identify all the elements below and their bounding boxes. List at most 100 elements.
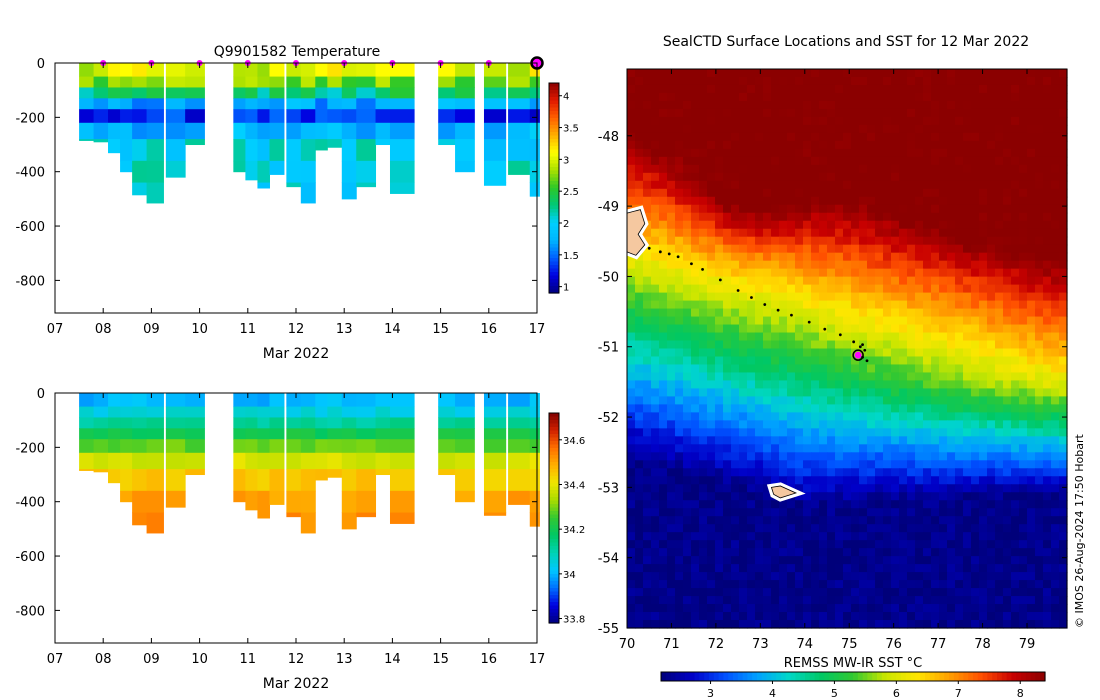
sst-cell <box>795 548 804 557</box>
sst-cell <box>787 276 796 286</box>
colorbar-swatch <box>757 672 763 681</box>
sst-cell <box>627 164 636 174</box>
sst-cell <box>955 92 964 102</box>
sst-cell <box>755 588 764 597</box>
sst-cell <box>707 220 716 230</box>
sst-cell <box>675 316 684 326</box>
sst-cell <box>955 164 964 174</box>
x-tick-label: 13 <box>336 322 353 337</box>
sal-cell <box>315 406 328 418</box>
sst-cell <box>747 412 756 421</box>
sst-cell <box>771 228 780 238</box>
sst-cell <box>947 172 956 182</box>
sst-cell <box>875 69 884 78</box>
sst-cell <box>659 484 668 493</box>
colorbar-tick-label: 3 <box>707 687 714 700</box>
sst-cell <box>995 84 1004 94</box>
sst-cell <box>923 308 932 318</box>
sst-cell <box>1035 452 1044 461</box>
sst-cell <box>955 620 964 629</box>
sst-cell <box>1027 420 1036 429</box>
sst-cell <box>939 268 948 278</box>
sst-cell <box>731 452 740 461</box>
sst-cell <box>1003 276 1012 286</box>
sst-cell <box>979 268 988 278</box>
sst-cell <box>811 396 820 405</box>
sst-cell <box>875 556 884 565</box>
sst-cell <box>667 468 676 477</box>
sst-cell <box>659 292 668 302</box>
sst-cell <box>1003 460 1012 469</box>
sst-cell <box>675 100 684 110</box>
sst-cell <box>643 76 652 86</box>
sst-cell <box>1051 108 1060 118</box>
sst-cell <box>987 124 996 134</box>
sst-cell <box>867 404 876 413</box>
sal-cell <box>315 428 328 440</box>
sst-cell <box>907 148 916 158</box>
sst-cell <box>1059 204 1068 214</box>
sst-cell <box>771 84 780 94</box>
sst-cell <box>771 612 780 621</box>
sst-cell <box>1051 412 1060 421</box>
sst-cell <box>843 556 852 565</box>
sst-cell <box>643 292 652 302</box>
sst-cell <box>859 516 868 525</box>
sst-cell <box>995 340 1004 350</box>
sst-cell <box>1027 292 1036 302</box>
sst-cell <box>891 188 900 198</box>
sst-cell <box>779 540 788 549</box>
sst-cell <box>827 292 836 302</box>
sal-cell <box>389 393 415 408</box>
colorbar-swatch <box>549 160 559 165</box>
sst-cell <box>931 452 940 461</box>
sst-cell <box>899 404 908 413</box>
sst-cell <box>699 116 708 126</box>
sst-cell <box>1011 508 1020 517</box>
sst-cell <box>1035 204 1044 214</box>
sst-cell <box>947 76 956 86</box>
sst-cell <box>971 588 980 597</box>
temp-cell <box>341 98 357 110</box>
sst-cell <box>987 476 996 485</box>
sst-cell <box>979 412 988 421</box>
sst-cell <box>755 572 764 581</box>
temp-cell <box>286 109 302 124</box>
sst-cell <box>971 564 980 573</box>
sst-cell <box>891 572 900 581</box>
sst-cell <box>731 308 740 318</box>
sst-cell <box>763 612 772 621</box>
temp-cell <box>146 122 164 140</box>
colorbar-swatch <box>549 230 559 235</box>
sst-cell <box>635 172 644 182</box>
sst-cell <box>795 268 804 278</box>
sst-cell <box>859 260 868 270</box>
temp-cell <box>120 109 136 124</box>
sst-cell <box>995 388 1004 398</box>
sst-cell <box>875 372 884 382</box>
sst-cell <box>923 172 932 182</box>
sst-cell <box>771 420 780 429</box>
sst-cell <box>987 100 996 110</box>
sst-cell <box>923 244 932 254</box>
sst-cell <box>811 308 820 318</box>
sst-cell <box>947 220 956 230</box>
sst-cell <box>739 500 748 509</box>
sst-cell <box>715 476 724 485</box>
sst-cell <box>1059 76 1068 86</box>
sst-cell <box>875 220 884 230</box>
sst-cell <box>707 404 716 413</box>
temp-cell <box>165 98 186 110</box>
sst-cell <box>795 500 804 509</box>
sst-cell <box>899 388 908 398</box>
sst-cell <box>827 612 836 621</box>
sal-cell <box>245 439 258 454</box>
sst-cell <box>803 524 812 533</box>
sst-cell <box>659 460 668 469</box>
sst-cell <box>659 116 668 126</box>
sst-cell <box>827 188 836 198</box>
y-tick-label: -200 <box>15 441 45 456</box>
sst-cell <box>731 292 740 302</box>
sst-cell <box>939 420 948 429</box>
sst-cell <box>891 620 900 629</box>
